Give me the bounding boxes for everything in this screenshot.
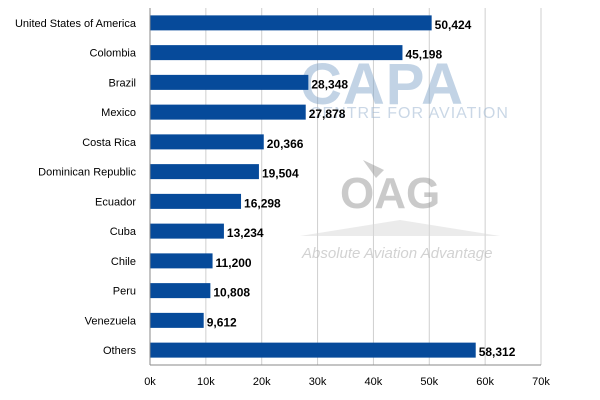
data-label: 9,612 [207,315,237,329]
bar [150,283,211,299]
bar [150,193,242,209]
oag-logo-watermark: OAG [340,169,440,218]
data-label: 27,878 [309,107,346,121]
x-tick-label: 60k [476,376,494,388]
x-tick-label: 50k [420,376,438,388]
category-label: Chile [111,256,136,268]
bar [150,15,432,31]
x-tick-label: 20k [253,376,271,388]
watermark: CAPA CENTRE FOR AVIATION OAG Absolute Av… [300,52,509,262]
category-label: Others [103,345,137,357]
x-tick-label: 0k [144,376,156,388]
category-label: Venezuela [85,315,137,327]
category-label: United States of America [15,18,137,30]
x-tick-label: 40k [365,376,383,388]
bar [150,104,306,120]
gridlines [205,8,542,365]
bar [150,74,309,90]
bar [150,134,264,150]
bar [150,342,476,358]
data-label: 19,504 [262,167,299,181]
capa-logo-watermark: CAPA [300,52,464,117]
category-label: Dominican Republic [38,167,136,179]
oag-swoosh-icon [363,160,384,178]
data-label: 10,808 [213,286,250,300]
data-label: 11,200 [216,256,252,270]
category-label: Peru [113,286,136,298]
bars [150,15,476,358]
category-label: Brazil [108,77,136,89]
bar [150,45,403,61]
category-label: Ecuador [95,196,136,208]
data-label: 20,366 [267,137,304,151]
bar [150,253,213,269]
data-label: 50,424 [435,18,472,32]
category-label: Colombia [90,48,137,60]
x-tick-label: 30k [309,376,327,388]
labels: 0k 10k 20k 30k 40k 50k 60k 70k United States of … [15,18,550,388]
bar [150,223,224,239]
oag-underline-icon [300,220,500,236]
data-label: 28,348 [311,77,348,91]
data-label: 45,198 [405,48,442,62]
oag-tagline-watermark: Absolute Aviation Advantage [301,245,492,262]
category-label: Costa Rica [82,137,137,149]
category-label: Cuba [110,226,137,238]
x-tick-label: 10k [197,376,215,388]
bar [150,312,204,328]
category-label: Mexico [101,107,136,119]
bar [150,164,259,180]
data-label: 13,234 [227,226,264,240]
data-label: 58,312 [479,345,516,359]
capa-tagline-watermark: CENTRE FOR AVIATION [310,105,509,122]
x-tick-label: 70k [532,376,550,388]
data-label: 16,298 [244,196,281,210]
